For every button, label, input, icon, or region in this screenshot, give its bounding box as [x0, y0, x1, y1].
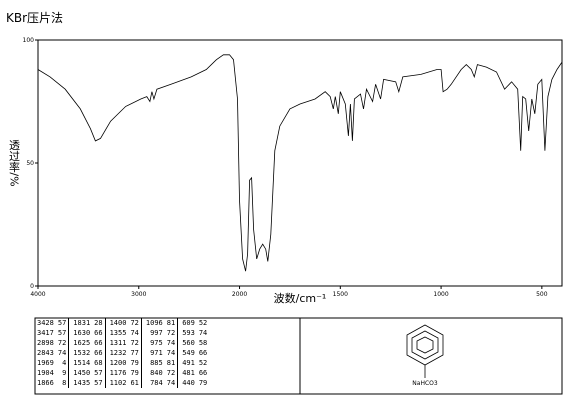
- table-row: 1969 4 1514 68 1200 79 885 81 491 52: [35, 358, 209, 368]
- wavenumber-cell: 1435: [68, 378, 93, 388]
- table-row: 2843 74 1532 66 1232 77 971 74 549 66: [35, 348, 209, 358]
- wavenumber-cell: 1904: [37, 369, 54, 377]
- wavenumber-cell: 784: [140, 378, 165, 388]
- intensity-cell: 61: [130, 379, 139, 387]
- table-frame: [34, 317, 563, 395]
- intensity-cell: 66: [198, 349, 208, 357]
- structure: [406, 324, 444, 378]
- wavenumber-cell: 1311: [104, 338, 129, 348]
- wavenumber-cell: 491: [177, 358, 197, 368]
- wavenumber-cell: 481: [177, 368, 197, 378]
- wavenumber-cell: 1630: [68, 328, 93, 338]
- intensity-cell: 28: [94, 319, 103, 327]
- intensity-cell: 79: [130, 359, 139, 367]
- y-axis-label: 透过率/%: [8, 139, 21, 186]
- wavenumber-cell: 975: [140, 338, 165, 348]
- wavenumber-cell: 1532: [68, 348, 93, 358]
- x-tick-label: 1000: [433, 291, 448, 298]
- table-row: 3417 57 1630 66 1355 74 997 72 593 74: [35, 328, 209, 338]
- intensity-cell: 66: [94, 349, 103, 357]
- wavenumber-cell: 840: [140, 368, 165, 378]
- y-tick-label: 0: [30, 283, 34, 290]
- x-tick-label: 3000: [131, 291, 146, 298]
- wavenumber-cell: 1969: [37, 359, 54, 367]
- table-row: 2898 72 1625 66 1311 72 975 74 560 58: [35, 338, 209, 348]
- wavenumber-cell: 1400: [104, 318, 129, 328]
- intensity-cell: 81: [166, 359, 176, 367]
- table-row: 1904 9 1450 57 1176 79 840 72 481 66: [35, 368, 209, 378]
- wavenumber-cell: 1450: [68, 368, 93, 378]
- intensity-cell: 79: [198, 379, 208, 387]
- x-tick-label: 4000: [30, 291, 45, 298]
- wavenumber-cell: 1625: [68, 338, 93, 348]
- table-row: 1866 8 1435 57 1102 61 784 74 440 79: [35, 378, 209, 388]
- peak-table: 3428 57 1831 28 1400 72 1096 81 609 52 3417 57 1630 6…: [35, 318, 209, 388]
- intensity-cell: 72: [130, 339, 139, 347]
- wavenumber-cell: 1096: [140, 318, 165, 328]
- wavenumber-cell: 560: [177, 338, 197, 348]
- wavenumber-cell: 609: [177, 318, 197, 328]
- intensity-cell: 66: [94, 329, 103, 337]
- wavenumber-cell: 1355: [104, 328, 129, 338]
- intensity-cell: 8: [62, 379, 67, 387]
- x-tick-label: 500: [536, 291, 548, 298]
- table-row: 3428 57 1831 28 1400 72 1096 81 609 52: [35, 318, 209, 328]
- intensity-cell: 74: [166, 349, 176, 357]
- wavenumber-cell: 1831: [68, 318, 93, 328]
- intensity-cell: 4: [62, 359, 67, 367]
- intensity-cell: 72: [57, 339, 67, 347]
- wavenumber-cell: 1102: [104, 378, 129, 388]
- intensity-cell: 57: [94, 379, 103, 387]
- intensity-cell: 66: [94, 339, 103, 347]
- x-tick-label: 1500: [333, 291, 348, 298]
- intensity-cell: 81: [166, 319, 176, 327]
- wavenumber-cell: 3417: [37, 329, 54, 337]
- intensity-cell: 72: [166, 329, 176, 337]
- wavenumber-cell: 1514: [68, 358, 93, 368]
- intensity-cell: 52: [198, 359, 208, 367]
- wavenumber-cell: 1176: [104, 368, 129, 378]
- intensity-cell: 52: [198, 319, 208, 327]
- wavenumber-cell: 549: [177, 348, 197, 358]
- intensity-cell: 74: [198, 329, 208, 337]
- intensity-cell: 66: [198, 369, 208, 377]
- intensity-cell: 72: [130, 319, 139, 327]
- intensity-cell: 57: [57, 319, 67, 327]
- intensity-cell: 74: [130, 329, 139, 337]
- intensity-cell: 74: [166, 379, 176, 387]
- intensity-cell: 68: [94, 359, 103, 367]
- plot-frame: [37, 39, 563, 287]
- structure-label: NaHCO3: [412, 380, 438, 387]
- x-tick-label: 2000: [232, 291, 247, 298]
- wavenumber-cell: 971: [140, 348, 165, 358]
- spectrum-line: [37, 54, 563, 272]
- wavenumber-cell: 1200: [104, 358, 129, 368]
- intensity-cell: 57: [57, 329, 67, 337]
- x-axis-label: 波数/cm⁻¹: [274, 292, 327, 305]
- y-tick-label: 50: [26, 160, 34, 167]
- y-tick-label: 100: [23, 37, 35, 44]
- wavenumber-cell: 2843: [37, 349, 54, 357]
- intensity-cell: 58: [198, 339, 208, 347]
- chart-title: KBr压片法: [6, 11, 63, 25]
- wavenumber-cell: 2898: [37, 339, 54, 347]
- wavenumber-cell: 997: [140, 328, 165, 338]
- wavenumber-cell: 1232: [104, 348, 129, 358]
- wavenumber-cell: 593: [177, 328, 197, 338]
- intensity-cell: 77: [130, 349, 139, 357]
- intensity-cell: 57: [94, 369, 103, 377]
- intensity-cell: 9: [62, 369, 67, 377]
- intensity-cell: 74: [57, 349, 67, 357]
- intensity-cell: 72: [166, 369, 176, 377]
- intensity-cell: 79: [130, 369, 139, 377]
- intensity-cell: 74: [166, 339, 176, 347]
- wavenumber-cell: 885: [140, 358, 165, 368]
- wavenumber-cell: 440: [177, 378, 197, 388]
- wavenumber-cell: 1866: [37, 379, 54, 387]
- wavenumber-cell: 3428: [37, 319, 54, 327]
